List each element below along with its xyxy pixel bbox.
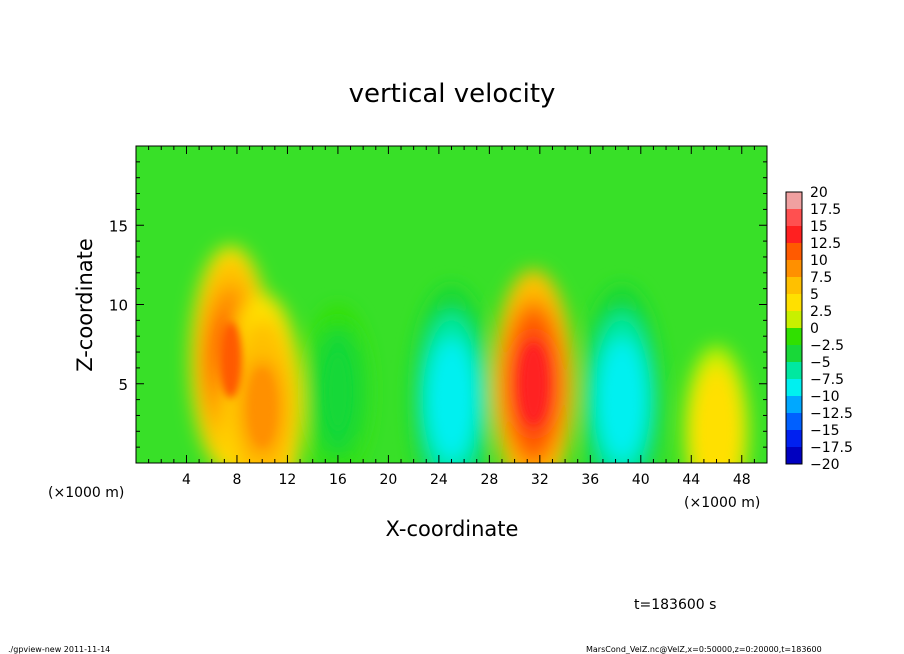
y-tick-label: 5 <box>118 376 128 394</box>
colorbar-label: 10 <box>810 253 828 269</box>
field-core <box>326 353 350 430</box>
plot-area <box>136 146 767 463</box>
colorbar-swatch <box>786 277 802 295</box>
y-tick-label: 15 <box>109 217 128 235</box>
colorbar-swatch <box>786 209 802 227</box>
colorbar-label: −20 <box>810 457 840 473</box>
colorbar-swatch <box>786 226 802 244</box>
colorbar-swatch <box>786 260 802 278</box>
field-feature <box>581 285 663 463</box>
x-tick-label: 4 <box>182 472 191 488</box>
field-core <box>610 361 634 438</box>
colorbar-label: −12.5 <box>810 406 853 422</box>
colorbar-label: −17.5 <box>810 440 853 456</box>
field-core-ellipse <box>219 321 243 399</box>
colorbar-label: −5 <box>810 355 831 371</box>
field-core-ellipse <box>326 353 350 430</box>
x-axis-label: X-coordinate <box>386 517 519 541</box>
colorbar-label: 7.5 <box>810 270 832 286</box>
field-core-ellipse <box>610 361 634 438</box>
colorbar-swatch <box>786 447 802 465</box>
x-tick-label: 12 <box>279 472 297 488</box>
x-tick-label: 16 <box>329 472 347 488</box>
colorbar-label: 17.5 <box>810 202 841 218</box>
colorbar-label: −7.5 <box>810 372 844 388</box>
colorbar-label: −10 <box>810 389 840 405</box>
colorbar-swatch <box>786 345 802 363</box>
x-tick-label: 24 <box>430 472 448 488</box>
y-axis-label: Z-coordinate <box>73 238 97 372</box>
time-label: t=183600 s <box>634 597 716 613</box>
footer-right: MarsCond_VelZ.nc@VelZ,x=0:50000,z=0:2000… <box>586 645 822 654</box>
colorbar-frame <box>785 191 803 465</box>
colorbar-label: 5 <box>810 287 819 303</box>
footer-left: ./gpview-new 2011-11-14 <box>8 645 110 654</box>
colorbar-swatch <box>786 243 802 261</box>
colorbar-label: 2.5 <box>810 304 832 320</box>
colorbar-swatch <box>786 413 802 431</box>
colorbar-swatch <box>786 396 802 414</box>
colorbar-label: −2.5 <box>810 338 844 354</box>
x-tick-label: 20 <box>379 472 397 488</box>
x-tick-label: 44 <box>682 472 700 488</box>
y-tick-label: 10 <box>109 297 128 315</box>
colorbar-swatch <box>786 379 802 397</box>
x-tick-label: 28 <box>480 472 498 488</box>
colorbar-label: 20 <box>810 185 828 201</box>
field-core <box>705 393 728 463</box>
field-core <box>250 369 274 446</box>
x-tick-label: 48 <box>733 472 751 488</box>
colorbar-swatch <box>786 192 802 210</box>
chart-title: vertical velocity <box>349 79 556 109</box>
colorbar-label: −15 <box>810 423 840 439</box>
colorbar-swatch <box>786 362 802 380</box>
x-tick-label: 40 <box>632 472 650 488</box>
field-core-ellipse <box>440 361 463 438</box>
colorbar-swatch <box>786 311 802 329</box>
colorbar-swatch <box>786 430 802 448</box>
colorbar-swatch <box>786 294 802 312</box>
field-core <box>219 321 243 399</box>
field-core <box>440 361 463 438</box>
x-unit-right: (×1000 m) <box>684 495 760 511</box>
colorbar-label: 0 <box>810 321 819 337</box>
x-tick-label: 8 <box>232 472 241 488</box>
y-axis: 5 10 15 <box>109 161 767 448</box>
field-core-ellipse <box>250 369 274 446</box>
colorbar-label: 12.5 <box>810 236 841 252</box>
x-unit-left: (×1000 m) <box>48 485 124 501</box>
x-axis: 4 8 12 16 20 24 28 32 36 40 44 48 <box>148 146 755 488</box>
colorbar: 2017.51512.5107.552.50−2.5−5−7.5−10−12.5… <box>785 185 853 473</box>
field-core <box>522 345 545 422</box>
field-core-ellipse <box>705 393 728 463</box>
colorbar-swatch <box>786 328 802 346</box>
x-tick-label: 32 <box>531 472 549 488</box>
x-tick-label: 36 <box>581 472 599 488</box>
field-core-ellipse <box>522 345 545 422</box>
colorbar-label: 15 <box>810 219 828 235</box>
